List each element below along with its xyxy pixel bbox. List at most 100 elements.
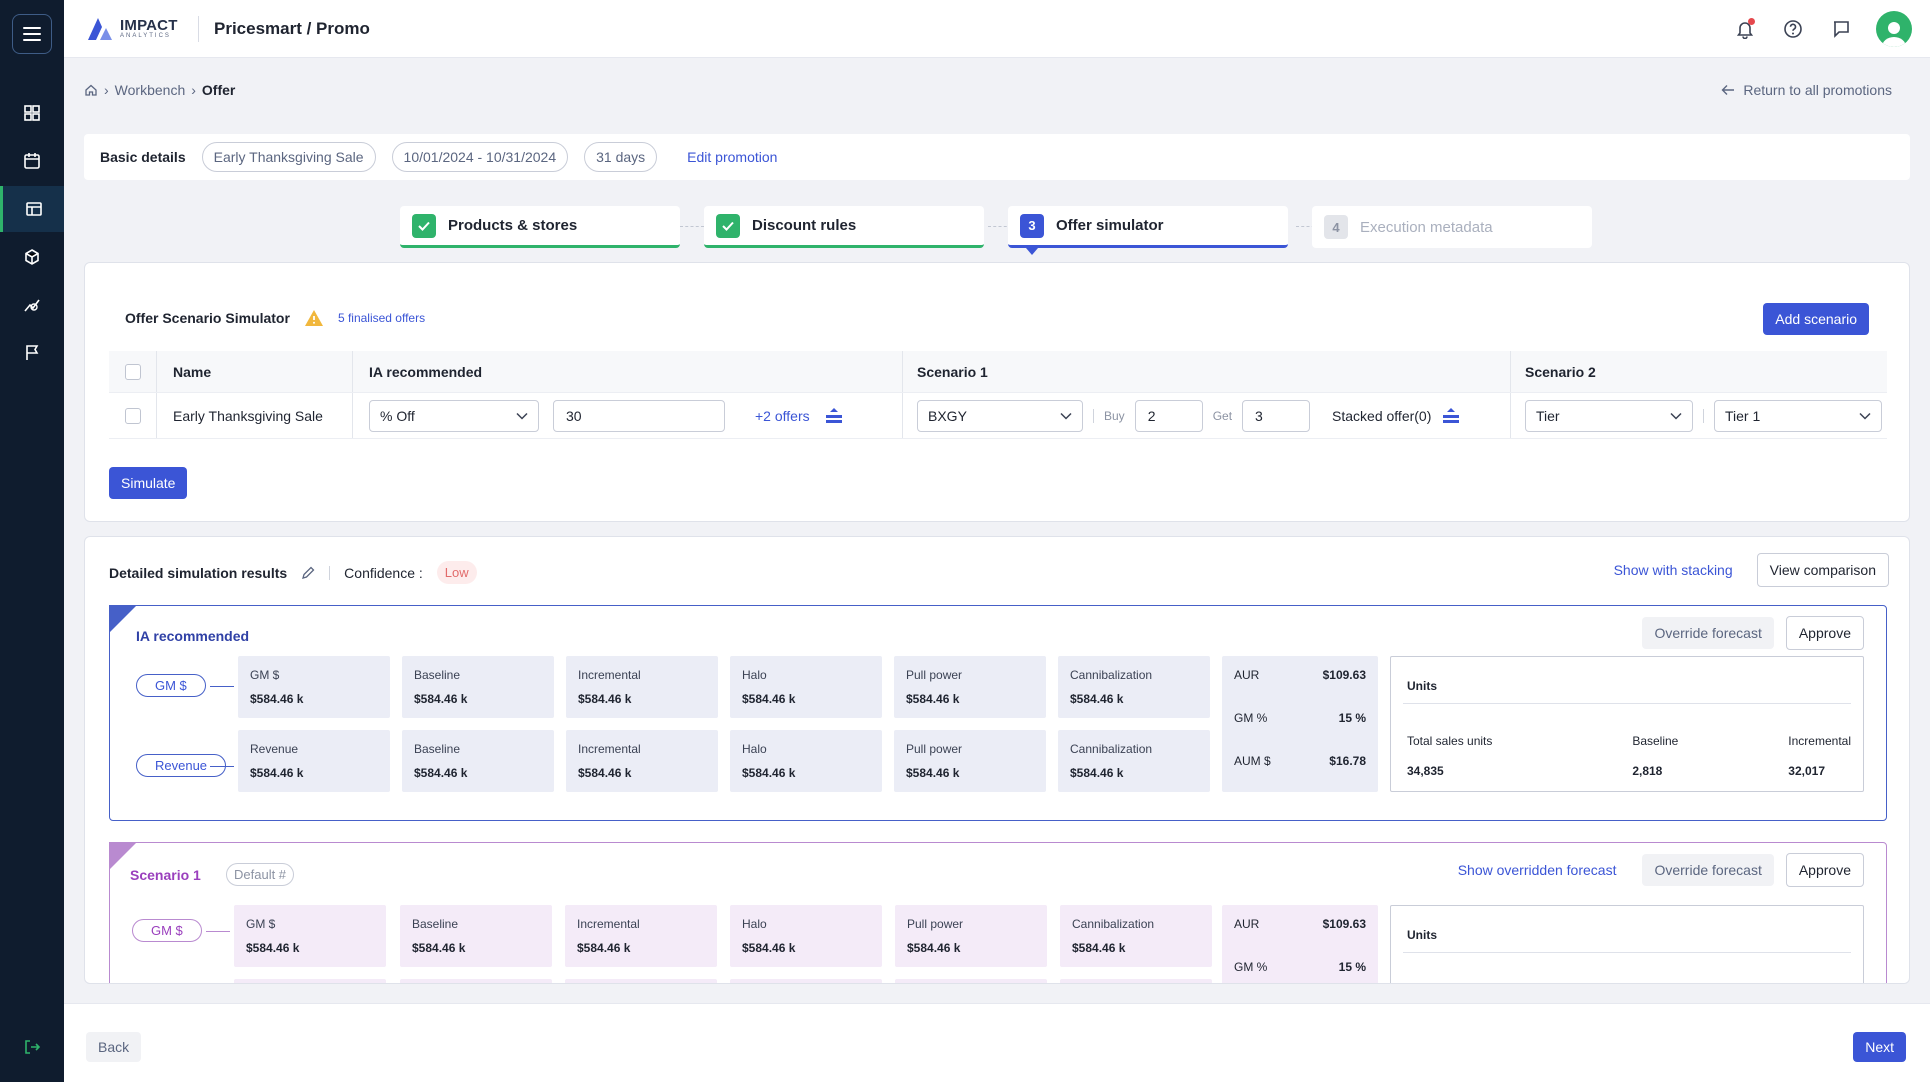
scenario2-tier-value: Tier 1 <box>1725 407 1761 424</box>
sidebar-item-flag[interactable] <box>0 330 64 376</box>
units-baseline-value: 2,818 <box>1632 764 1663 778</box>
aur-value: $109.63 <box>1322 917 1366 931</box>
step-discount-rules[interactable]: Discount rules <box>704 206 984 248</box>
stack-icon[interactable] <box>824 407 844 425</box>
metric-value: $584.46 k <box>1072 941 1126 955</box>
help-button[interactable] <box>1780 16 1806 42</box>
metric-label: Pull power <box>906 668 963 682</box>
metric-cell: Revenue $584.46 k <box>238 730 390 792</box>
finalised-offers-link[interactable]: 5 finalised offers <box>337 311 426 325</box>
select-all-checkbox[interactable] <box>124 363 141 380</box>
ia-override-forecast-button[interactable]: Override forecast <box>1642 617 1774 649</box>
confidence-label: Confidence : <box>344 564 423 581</box>
metric-label: Pull power <box>907 917 964 931</box>
scenario2-tier-select[interactable]: Tier 1 <box>1714 399 1882 432</box>
step-number: 4 <box>1324 215 1348 239</box>
step-offer-simulator[interactable]: 3 Offer simulator <box>1008 206 1288 248</box>
step-label: Products & stores <box>448 217 578 234</box>
metric-label: Baseline <box>414 668 461 682</box>
chat-icon <box>1834 21 1849 38</box>
sidebar-item-workbench[interactable] <box>0 186 64 232</box>
ia-approve-button[interactable]: Approve <box>1785 616 1864 650</box>
metric-label: Revenue <box>250 742 299 756</box>
metric-value: $584.46 k <box>250 692 304 706</box>
units-title: Units <box>1403 906 1851 953</box>
back-button[interactable]: Back <box>86 1032 142 1062</box>
divider <box>329 565 331 580</box>
buy-label: Buy <box>1104 408 1125 423</box>
show-with-stacking-link[interactable]: Show with stacking <box>1613 562 1733 578</box>
next-button[interactable]: Next <box>1853 1032 1906 1062</box>
scenario2-offer-type-select[interactable]: Tier <box>1525 399 1693 432</box>
sidebar-item-dashboard[interactable] <box>0 90 64 136</box>
header-scenario-2: Scenario 2 <box>1525 363 1596 380</box>
step-products-stores[interactable]: Products & stores <box>400 206 680 248</box>
ia-offer-type-select[interactable]: % Off <box>369 399 539 432</box>
logo-text: IMPACT <box>120 17 178 34</box>
metric-cell <box>234 979 386 983</box>
divider <box>1093 408 1094 423</box>
step-connector <box>988 226 1012 227</box>
home-icon[interactable] <box>84 83 98 97</box>
notifications-button[interactable] <box>1732 16 1758 42</box>
units-title: Units <box>1403 657 1851 704</box>
breadcrumb-separator: › <box>191 82 196 98</box>
step-connector <box>1296 226 1320 227</box>
sidebar-item-analytics[interactable] <box>0 282 64 328</box>
metric-value: $584.46 k <box>742 692 796 706</box>
sidebar-item-products[interactable] <box>0 234 64 280</box>
app-title: Pricesmart / Promo <box>214 19 370 38</box>
breadcrumb-offer: Offer <box>201 82 236 98</box>
chat-button[interactable] <box>1828 16 1854 42</box>
ia-offer-type-value: % Off <box>380 407 415 424</box>
aur-summary-box: AUR $109.63 GM % 15 % <box>1222 905 1378 983</box>
sidebar-item-calendar[interactable] <box>0 138 64 184</box>
logout-icon <box>25 1040 41 1054</box>
metric-cell <box>895 979 1047 983</box>
metric-cell: Incremental $584.46 k <box>565 905 717 967</box>
logo-subtext: ANALYTICS <box>120 33 171 39</box>
show-overridden-forecast-link[interactable]: Show overridden forecast <box>1457 862 1617 878</box>
metric-value: $584.46 k <box>907 941 961 955</box>
sidebar-item-logout[interactable] <box>0 1024 64 1070</box>
units-incremental-value: 32,017 <box>1788 764 1825 778</box>
metric-cell: Baseline $584.46 k <box>402 656 554 718</box>
user-icon <box>1882 22 1906 47</box>
metric-value: $584.46 k <box>414 692 468 706</box>
return-to-promotions-link[interactable]: Return to all promotions <box>1721 82 1892 98</box>
stack-icon[interactable] <box>1441 407 1461 425</box>
buy-quantity-input[interactable]: 2 <box>1134 399 1203 432</box>
metric-cell: Halo $584.46 k <box>730 905 882 967</box>
logo-mark-icon <box>88 18 112 40</box>
simulate-button[interactable]: Simulate <box>109 467 188 499</box>
basic-details-label: Basic details <box>100 149 186 165</box>
scenario1-offer-type-select[interactable]: BXGY <box>917 399 1083 432</box>
metric-label: Incremental <box>578 742 641 756</box>
arrow-left-icon <box>1721 85 1735 95</box>
row-checkbox[interactable] <box>124 407 141 424</box>
pencil-icon[interactable] <box>301 566 315 580</box>
gm-metric-tag: GM $ <box>136 674 206 697</box>
scenario1-override-forecast-button[interactable]: Override forecast <box>1642 854 1774 886</box>
footer-bar: Back Next <box>64 1003 1930 1082</box>
scenario1-panel-title: Scenario 1 <box>130 867 201 883</box>
workbench-icon <box>25 202 42 216</box>
ia-offer-value-input[interactable]: 30 <box>553 399 725 432</box>
get-quantity-input[interactable]: 3 <box>1242 399 1311 432</box>
return-label: Return to all promotions <box>1743 82 1892 98</box>
user-avatar[interactable] <box>1876 11 1912 47</box>
default-pill: Default # <box>226 863 295 886</box>
metric-cell: Incremental $584.46 k <box>566 730 718 792</box>
aum-label: AUM $ <box>1234 754 1271 768</box>
gm-percent-label: GM % <box>1234 711 1268 725</box>
add-scenario-button[interactable]: Add scenario <box>1763 303 1869 335</box>
aum-value: $16.78 <box>1329 754 1366 768</box>
metric-cell: Pull power $584.46 k <box>895 905 1047 967</box>
edit-promotion-link[interactable]: Edit promotion <box>687 149 778 165</box>
view-comparison-button[interactable]: View comparison <box>1756 553 1889 587</box>
breadcrumb-workbench[interactable]: Workbench <box>114 82 186 98</box>
ia-more-offers-link[interactable]: +2 offers <box>755 407 810 424</box>
scenario1-approve-button[interactable]: Approve <box>1785 853 1864 887</box>
menu-toggle-button[interactable] <box>12 14 52 54</box>
hamburger-icon <box>23 27 41 41</box>
